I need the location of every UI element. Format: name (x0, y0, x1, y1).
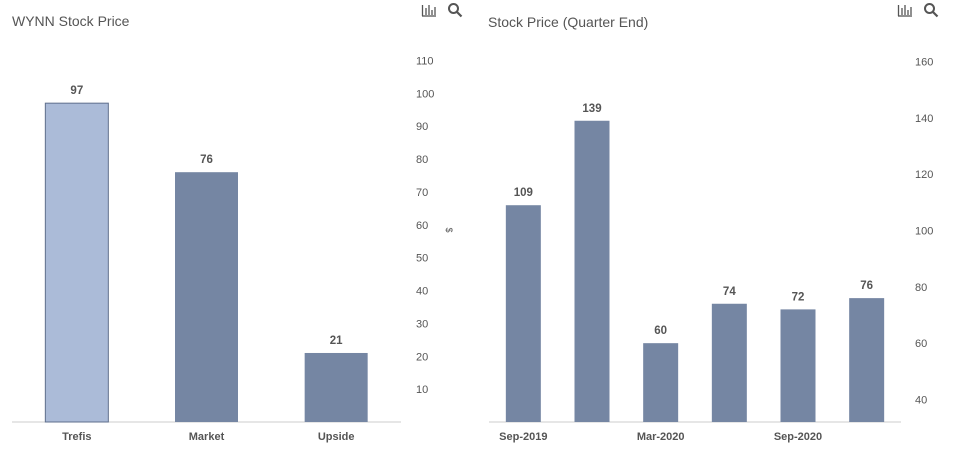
y-tick-label: 110 (416, 55, 434, 67)
bar-dec-2019 (574, 120, 610, 422)
chart-panel-wynn-stock-price: WYNN Stock Price 10 20 30 40 50 60 70 80 90 100 11… (0, 0, 475, 458)
bar-sep-2019 (505, 205, 541, 422)
chart-toolbar (897, 2, 939, 18)
bar-market (175, 172, 238, 422)
data-label: 72 (792, 291, 805, 303)
wynn-stock-price-bar-chart: 10 20 30 40 50 60 70 80 90 100 110 $97 Trefis 76 Marke… (12, 55, 454, 443)
chart-title: Stock Price (Quarter End) (488, 14, 649, 30)
y-tick-label: 60 (416, 220, 428, 232)
stock-price-quarter-end-bar-chart: 40 60 80 100 120 140 160 109 Sep-2019 139 60 Mar-20… (489, 57, 933, 443)
y-tick-label: 20 (416, 351, 428, 363)
y-tick-label: 80 (915, 282, 927, 294)
bar-chart-icon[interactable] (897, 2, 913, 18)
data-label: 97 (70, 85, 83, 97)
search-icon[interactable] (447, 2, 463, 18)
bar-chart-icon[interactable] (421, 2, 437, 18)
y-tick-label: 90 (416, 121, 428, 133)
bar-jun-2020 (711, 303, 747, 422)
y-tick-label: 30 (416, 318, 428, 330)
data-label: 76 (860, 280, 873, 292)
y-tick-label: 70 (416, 187, 428, 199)
chart-panel-stock-price-quarter-end: Stock Price (Quarter End) 40 60 80 100 120 14… (475, 0, 958, 458)
data-label: 139 (582, 103, 601, 115)
data-label: 74 (723, 286, 736, 298)
chart-title: WYNN Stock Price (12, 13, 130, 29)
x-tick-label: Trefis (62, 431, 91, 443)
data-label: 60 (654, 325, 667, 337)
y-tick-label: 40 (915, 394, 927, 406)
x-tick-label: Mar-2020 (637, 431, 685, 443)
x-tick-label: Sep-2020 (774, 431, 822, 443)
data-label: 109 (514, 187, 533, 199)
bar-dec-2020 (849, 298, 885, 422)
y-tick-label: 40 (416, 286, 428, 298)
chart-toolbar (421, 2, 463, 18)
y-tick-label: 10 (416, 384, 428, 396)
y-tick-label: 160 (915, 57, 933, 69)
search-icon[interactable] (923, 2, 939, 18)
bar-mar-2020 (643, 343, 679, 422)
bar-upside (304, 352, 368, 422)
x-tick-label: Market (189, 431, 225, 443)
x-tick-label: Upside (318, 431, 355, 443)
data-label: 76 (200, 154, 213, 166)
data-label: 21 (330, 335, 343, 347)
bar-trefis (44, 102, 109, 423)
y-tick-label: 50 (416, 253, 428, 265)
y-tick-label: 120 (915, 169, 933, 181)
y-axis-label: $ (444, 227, 454, 232)
y-tick-label: 100 (416, 88, 434, 100)
y-tick-label: 140 (915, 113, 933, 125)
y-tick-label: 100 (915, 226, 933, 238)
y-tick-label: 80 (416, 154, 428, 166)
x-tick-label: Sep-2019 (499, 431, 547, 443)
y-tick-label: 60 (915, 338, 927, 350)
bar-sep-2020 (780, 309, 816, 422)
